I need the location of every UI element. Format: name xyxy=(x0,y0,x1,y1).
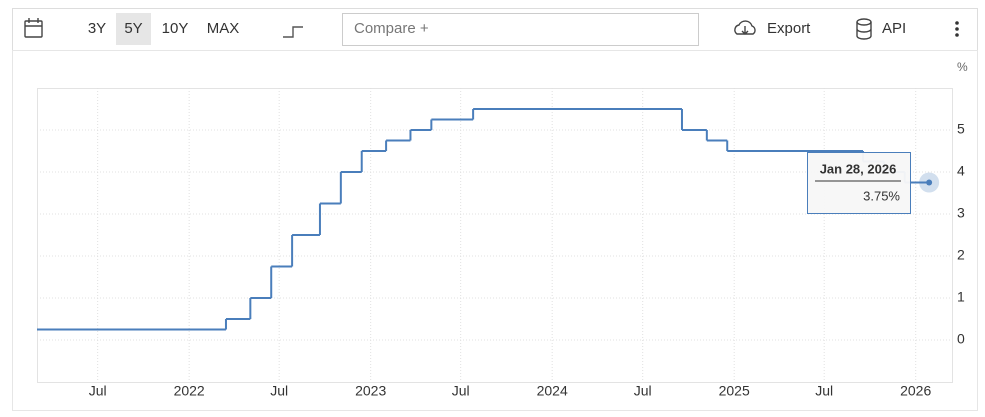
y-unit: % xyxy=(957,60,968,74)
y-tick-label: 2 xyxy=(957,247,965,263)
y-tick-label: 4 xyxy=(957,163,965,179)
x-tick-label: Jul xyxy=(89,383,107,399)
compare-input[interactable] xyxy=(342,13,699,46)
range-button[interactable]: 3Y xyxy=(88,20,106,37)
compare-placeholder: Compare + xyxy=(354,20,429,37)
x-tick-label: Jul xyxy=(270,383,288,399)
x-tick-label: Jul xyxy=(452,383,470,399)
api-icon[interactable] xyxy=(856,18,872,40)
x-tick-label: 2023 xyxy=(355,383,386,399)
x-tick-label: Jul xyxy=(634,383,652,399)
export-icon[interactable] xyxy=(734,20,756,35)
x-tick-label: Jul xyxy=(815,383,833,399)
x-tick-label: 2024 xyxy=(537,383,568,399)
step-chart-icon[interactable] xyxy=(283,26,303,38)
range-button[interactable]: 10Y xyxy=(162,20,189,37)
x-tick-label: 2026 xyxy=(900,383,931,399)
range-buttons: 3Y 5Y 10Y MAX xyxy=(88,13,239,45)
menu-button[interactable] xyxy=(955,21,959,37)
y-tick-label: 0 xyxy=(957,331,965,347)
tooltip-value: 3.75% xyxy=(863,188,900,203)
range-button[interactable]: 5Y xyxy=(124,20,142,37)
x-tick-label: 2025 xyxy=(719,383,750,399)
api-button[interactable]: API xyxy=(882,20,906,37)
selected-range-bg xyxy=(116,13,151,45)
y-tick-label: 3 xyxy=(957,205,965,221)
y-tick-label: 5 xyxy=(957,121,965,137)
x-tick-label: 2022 xyxy=(174,383,205,399)
tooltip-date: Jan 28, 2026 xyxy=(820,161,897,176)
chart-frame xyxy=(12,50,978,411)
plot-area xyxy=(37,88,953,383)
calendar-icon[interactable] xyxy=(24,18,43,38)
hover-point xyxy=(926,179,933,186)
y-tick-label: 1 xyxy=(957,289,965,305)
export-button[interactable]: Export xyxy=(767,20,811,37)
range-button[interactable]: MAX xyxy=(207,20,240,37)
tooltip-box xyxy=(807,152,911,214)
